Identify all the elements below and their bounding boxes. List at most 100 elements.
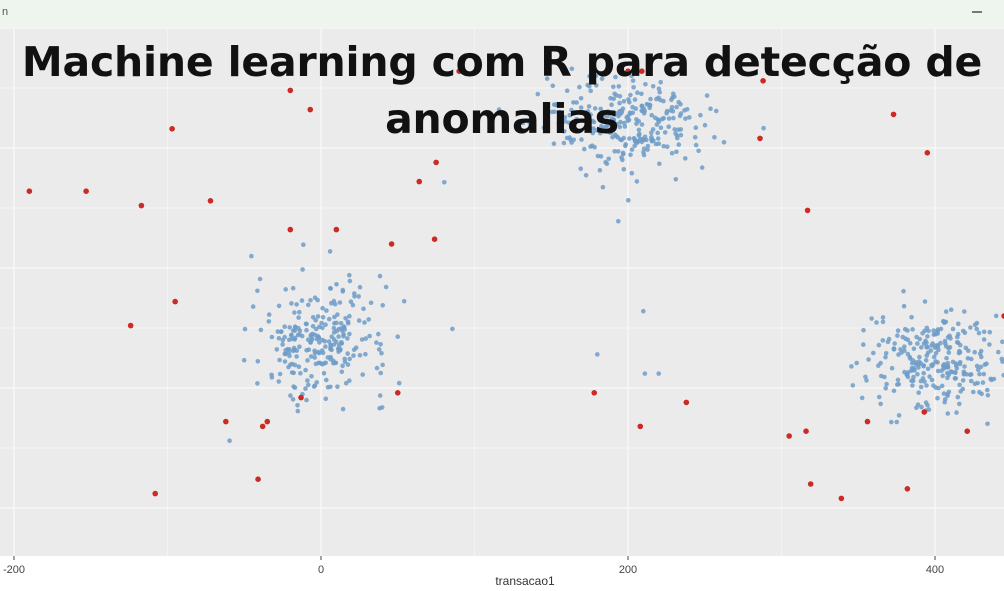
normal-point (569, 107, 574, 113)
normal-point (930, 341, 935, 346)
title-line-1: Machine learning com R para detecção de (21, 38, 983, 86)
normal-point (988, 376, 993, 382)
window-corner-text: n (2, 6, 9, 18)
normal-point (396, 380, 402, 386)
normal-point (876, 342, 882, 348)
normal-point (376, 331, 381, 337)
normal-point (383, 284, 389, 290)
normal-point (592, 106, 598, 111)
normal-point (310, 324, 316, 329)
normal-point (585, 109, 591, 114)
normal-point (620, 150, 626, 156)
normal-point (296, 315, 301, 320)
normal-point (905, 374, 911, 380)
normal-point (935, 331, 940, 336)
normal-point (609, 102, 614, 107)
normal-point (619, 155, 624, 160)
normal-point (600, 111, 606, 116)
normal-point (907, 340, 913, 346)
normal-point (340, 406, 346, 412)
normal-point (984, 361, 989, 367)
normal-point (320, 337, 325, 343)
normal-point (297, 344, 302, 350)
normal-point (866, 357, 871, 362)
normal-point (957, 401, 962, 407)
normal-point (357, 284, 363, 290)
normal-point (317, 360, 323, 366)
page-title: Machine learning com R para detecção de … (0, 34, 1004, 148)
normal-point (250, 304, 256, 309)
normal-point (656, 119, 662, 125)
anomaly-point (807, 481, 814, 487)
normal-point (657, 161, 662, 167)
normal-point (956, 321, 961, 327)
normal-point (334, 339, 339, 345)
normal-point (582, 119, 588, 124)
normal-point (345, 351, 351, 356)
x-tick-label: 400 (926, 564, 944, 576)
normal-point (496, 107, 502, 112)
normal-point (304, 397, 309, 403)
normal-point (296, 364, 302, 370)
normal-point (401, 298, 407, 304)
normal-point (323, 360, 329, 366)
normal-point (276, 336, 282, 341)
normal-point (317, 340, 322, 345)
normal-point (911, 346, 917, 352)
normal-point (864, 378, 869, 383)
normal-point (577, 84, 582, 90)
normal-point (692, 135, 698, 140)
normal-point (347, 278, 353, 284)
normal-point (328, 345, 333, 350)
anomaly-point (298, 394, 304, 401)
normal-point (950, 326, 956, 332)
normal-point (561, 129, 567, 134)
normal-point (337, 300, 343, 305)
normal-point (374, 340, 379, 345)
normal-point (304, 327, 309, 333)
normal-point (869, 316, 874, 321)
normal-point (617, 111, 623, 117)
normal-point (227, 438, 232, 444)
normal-point (933, 385, 939, 390)
normal-point (335, 384, 340, 390)
normal-point (878, 373, 884, 379)
minimize-icon[interactable] (972, 11, 982, 13)
normal-point (650, 127, 656, 132)
normal-point (605, 109, 611, 114)
normal-point (336, 334, 341, 339)
normal-point (931, 354, 937, 360)
normal-point (962, 364, 967, 369)
normal-point (331, 325, 337, 331)
normal-point (592, 144, 597, 150)
normal-point (527, 121, 533, 127)
normal-point (956, 350, 962, 356)
normal-point (901, 303, 907, 309)
normal-point (562, 115, 568, 120)
normal-point (520, 120, 526, 126)
normal-point (645, 143, 651, 149)
normal-point (672, 94, 677, 99)
normal-point (361, 306, 366, 312)
x-tick-label: 0 (318, 564, 324, 576)
normal-point (960, 328, 966, 334)
normal-point (645, 102, 651, 107)
normal-point (276, 379, 282, 384)
normal-point (633, 106, 639, 111)
normal-point (696, 148, 701, 154)
normal-point (340, 328, 345, 334)
normal-point (292, 310, 297, 315)
normal-point (611, 84, 616, 90)
normal-point (924, 383, 929, 388)
normal-point (274, 347, 280, 352)
normal-point (578, 166, 583, 171)
x-tick-label: -200 (3, 564, 25, 576)
normal-point (316, 334, 322, 340)
x-tick-label: 200 (619, 564, 637, 576)
anomaly-point (287, 87, 294, 94)
normal-point (854, 360, 859, 366)
normal-point (931, 332, 937, 337)
normal-point (378, 370, 384, 376)
normal-point (861, 342, 866, 347)
normal-point (312, 351, 318, 356)
